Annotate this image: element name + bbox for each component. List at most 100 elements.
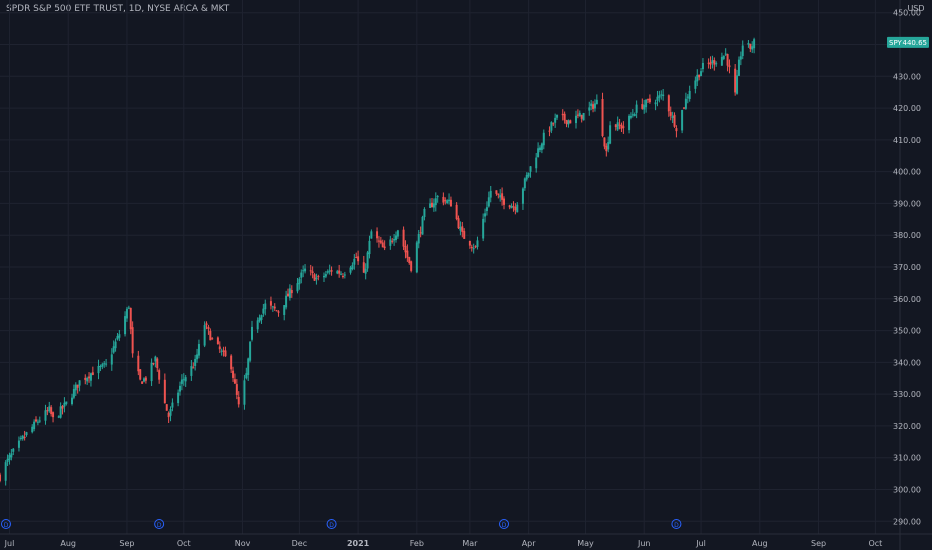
candle-body [415, 242, 418, 273]
candle-body [592, 104, 595, 109]
candle-body [576, 114, 579, 116]
candle-body [539, 147, 541, 151]
candle-body [671, 116, 674, 118]
candle-body [271, 306, 274, 308]
candle-body [311, 271, 314, 274]
candle-body [245, 373, 248, 379]
candle-body [696, 74, 699, 82]
candle-body [74, 384, 77, 391]
candle-body [476, 240, 479, 247]
candle-body [419, 232, 422, 234]
candle-body [698, 74, 701, 78]
candle-body [156, 358, 159, 369]
candle-body [561, 113, 564, 116]
candle-body [110, 354, 113, 365]
candle-body [19, 437, 22, 439]
candle-body [167, 412, 170, 418]
price-tick-label: 350.00 [893, 327, 921, 336]
candle-body [71, 397, 73, 405]
candle-body [243, 380, 246, 405]
candle-body [501, 193, 504, 200]
time-tick-label: Mar [462, 539, 478, 548]
price-tick-label: 320.00 [893, 422, 921, 431]
candle-body [196, 354, 199, 360]
candle-body [232, 370, 235, 378]
time-axis[interactable]: Jul Aug Sep Oct Nov Dec 2021 Feb Mar Apr May Jun Jul… [4, 539, 883, 548]
candle-body [249, 341, 252, 361]
candle-body [287, 293, 289, 297]
candle-body [207, 326, 210, 330]
candle-body [720, 56, 723, 66]
candle-body [635, 104, 638, 113]
candle-body [393, 238, 396, 241]
candle-body [63, 402, 66, 407]
candle-body [0, 474, 1, 481]
candle-body [408, 257, 411, 264]
candle-body [338, 270, 341, 274]
candle-body [485, 207, 488, 211]
candle-body [137, 355, 140, 372]
candle-body [141, 381, 144, 384]
candle-body [751, 46, 754, 50]
candle-body [629, 115, 632, 118]
candle-body [139, 369, 142, 380]
candle-body [601, 98, 604, 137]
candle-body [470, 247, 473, 249]
candle-body [78, 380, 81, 386]
candle-body [741, 45, 744, 57]
candle-body [525, 174, 528, 180]
candle-body [512, 206, 515, 208]
dividend-marker-label: D [4, 522, 9, 529]
candle-body [410, 261, 413, 271]
candle-body [275, 310, 278, 312]
candle-body [686, 96, 689, 98]
candle-body [593, 103, 596, 109]
candle-body [529, 166, 532, 172]
candle-body [237, 396, 240, 405]
candle-body [656, 96, 659, 101]
price-tick-label: 450.00 [893, 9, 921, 18]
candle-body [540, 143, 543, 150]
candle-body [747, 42, 750, 45]
candle-body [499, 195, 502, 198]
candle-body [700, 71, 703, 77]
price-axis[interactable]: 290.00 300.00 310.00 320.00 330.00 340.00 350.… [893, 9, 921, 527]
time-tick-label: Aug [60, 539, 76, 548]
candle-body [258, 317, 261, 322]
candle-body [622, 126, 625, 128]
currency-label: USD [907, 4, 924, 13]
candle-body [298, 278, 301, 285]
candle-body [379, 240, 382, 243]
candle-body [724, 53, 727, 55]
candle-body [127, 307, 130, 309]
candle-body [578, 112, 581, 117]
candle-body [304, 268, 307, 272]
candle-body [33, 421, 36, 430]
candle-body [376, 231, 379, 239]
candle-body [222, 350, 225, 352]
candle-body [315, 277, 318, 280]
candle-body [31, 426, 34, 433]
candle-body [645, 99, 648, 108]
candle-body [497, 193, 500, 195]
candle-body [391, 240, 394, 242]
candle-body [341, 276, 344, 278]
candle-body [326, 271, 329, 273]
candle-body [190, 366, 193, 376]
candle-body [218, 346, 221, 350]
candle-body [459, 227, 462, 231]
price-tick-label: 390.00 [893, 199, 921, 208]
price-tick-label: 420.00 [893, 104, 921, 113]
price-tick-label: 340.00 [893, 358, 921, 367]
time-tick-label: 2021 [347, 539, 370, 548]
candle-body [52, 412, 55, 418]
candle-body [495, 190, 498, 194]
candle-body [330, 270, 333, 272]
time-tick-label: Oct [868, 539, 882, 548]
candle-body [588, 107, 591, 111]
candle-body [431, 202, 433, 208]
candle-body [309, 270, 312, 272]
candle-body [313, 274, 316, 281]
candle-body [565, 119, 568, 124]
